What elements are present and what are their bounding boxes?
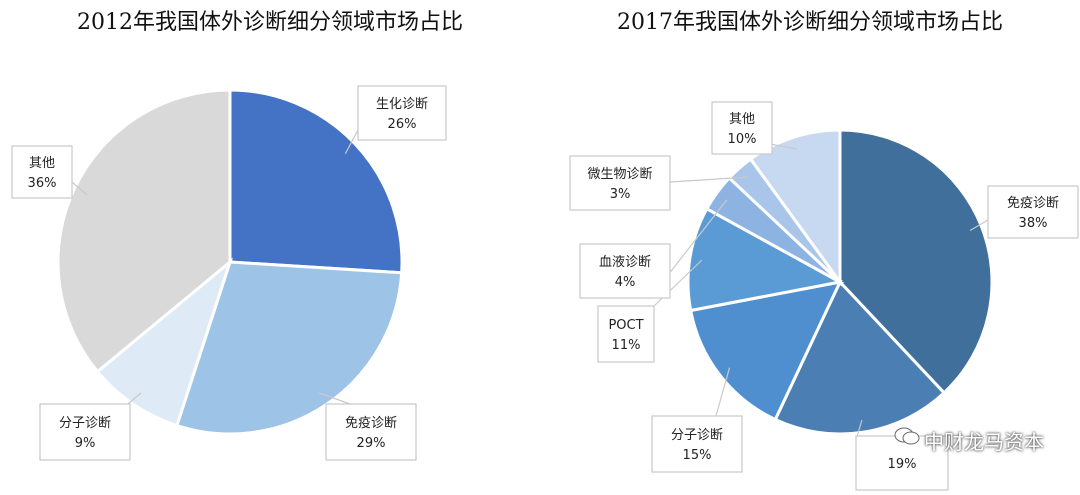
- pie-slice: [56, 88, 232, 374]
- data-label-callout: 免疫诊断 29%: [318, 392, 417, 461]
- callout-box: [39, 403, 131, 461]
- wechat-icon: [894, 427, 920, 452]
- slice-label: 微生物诊断: [587, 167, 652, 182]
- data-label-callout: 其他 10%: [711, 101, 797, 155]
- watermark: 中财龙马资本: [894, 426, 1044, 455]
- callout-box: [357, 85, 447, 141]
- pie-slice: [773, 279, 947, 436]
- leader-line: [127, 392, 142, 405]
- slice-value-label: 38%: [1019, 216, 1048, 231]
- data-label-callout: 生化诊断 26%: [344, 85, 447, 154]
- slice-label: 免疫诊断: [1007, 195, 1059, 211]
- data-label-callout: 微生物诊断 3%: [569, 155, 748, 211]
- callout-box: [597, 305, 655, 363]
- slice-value-label: 29%: [357, 436, 386, 451]
- leader-line: [344, 129, 359, 154]
- chart-2012-svg: 生化诊断 26% 免疫诊断 29% 分子诊断 9% 其他 36%: [11, 85, 447, 461]
- pie-slice: [95, 257, 234, 428]
- leader-line: [769, 143, 797, 150]
- slice-value-label: 4%: [615, 275, 636, 290]
- pie-slices: [686, 128, 994, 436]
- pie-slice: [686, 206, 845, 313]
- data-label-callout: 分子诊断 9%: [39, 392, 142, 461]
- data-label-callout: 其他 36%: [11, 145, 88, 199]
- slice-value-label: 26%: [388, 117, 417, 132]
- chart-2017-svg: 免疫诊断 38% 19% 分子诊断 15% POCT 11% 血液诊断 4% 微生物诊断 3% 其他 1…: [569, 101, 1079, 491]
- slice-value-label: 3%: [610, 187, 631, 202]
- pie-slice: [228, 88, 404, 275]
- slice-label: 生化诊断: [376, 97, 428, 112]
- slice-label: 其他: [29, 156, 55, 171]
- slice-value-label: 19%: [888, 457, 917, 472]
- leader-line: [715, 367, 731, 417]
- leader-line: [318, 392, 351, 405]
- slice-value-label: 15%: [683, 448, 712, 463]
- slice-label: 其他: [729, 112, 755, 127]
- pie-slice: [748, 128, 842, 287]
- callout-box: [987, 185, 1079, 239]
- data-label-callout: 免疫诊断 38%: [969, 185, 1079, 239]
- callout-box: [711, 101, 773, 155]
- slice-label: 血液诊断: [599, 255, 651, 270]
- pie-slice: [838, 128, 994, 395]
- leader-line: [969, 219, 989, 232]
- callout-box: [569, 155, 671, 211]
- pie-slices: [56, 88, 404, 436]
- slice-label: 分子诊断: [671, 428, 723, 443]
- leader-line: [71, 181, 88, 196]
- leader-line: [669, 176, 748, 183]
- chart-2017-panel: 2017年我国体外诊断细分领域市场占比 免疫诊断 38% 19% 分子诊断 15% POC…: [540, 0, 1080, 495]
- data-label-callout: POCT 11%: [597, 259, 703, 363]
- slice-value-label: 10%: [728, 132, 757, 147]
- data-label-callout: 分子诊断 15%: [651, 367, 743, 473]
- callout-box: [325, 403, 417, 461]
- pie-slice: [688, 279, 843, 422]
- slice-value-label: 36%: [28, 176, 57, 191]
- slice-label: POCT: [608, 318, 643, 333]
- callout-box: [651, 415, 743, 473]
- callout-box: [11, 145, 73, 199]
- chart-2012-title: 2012年我国体外诊断细分领域市场占比: [77, 10, 463, 35]
- slice-label: 分子诊断: [59, 416, 111, 431]
- callout-box: [579, 243, 671, 299]
- chart-2012-panel: 2012年我国体外诊断细分领域市场占比 生化诊断 26% 免疫诊断 29% 分子诊断 9%…: [11, 10, 463, 461]
- slice-value-label: 11%: [612, 338, 641, 353]
- slice-value-label: 9%: [75, 436, 96, 451]
- data-label-callout: 血液诊断 4%: [579, 199, 728, 299]
- watermark-text: 中财龙马资本: [924, 430, 1044, 454]
- slice-label: 免疫诊断: [345, 415, 397, 431]
- chart-2017-title: 2017年我国体外诊断细分领域市场占比: [617, 10, 1003, 35]
